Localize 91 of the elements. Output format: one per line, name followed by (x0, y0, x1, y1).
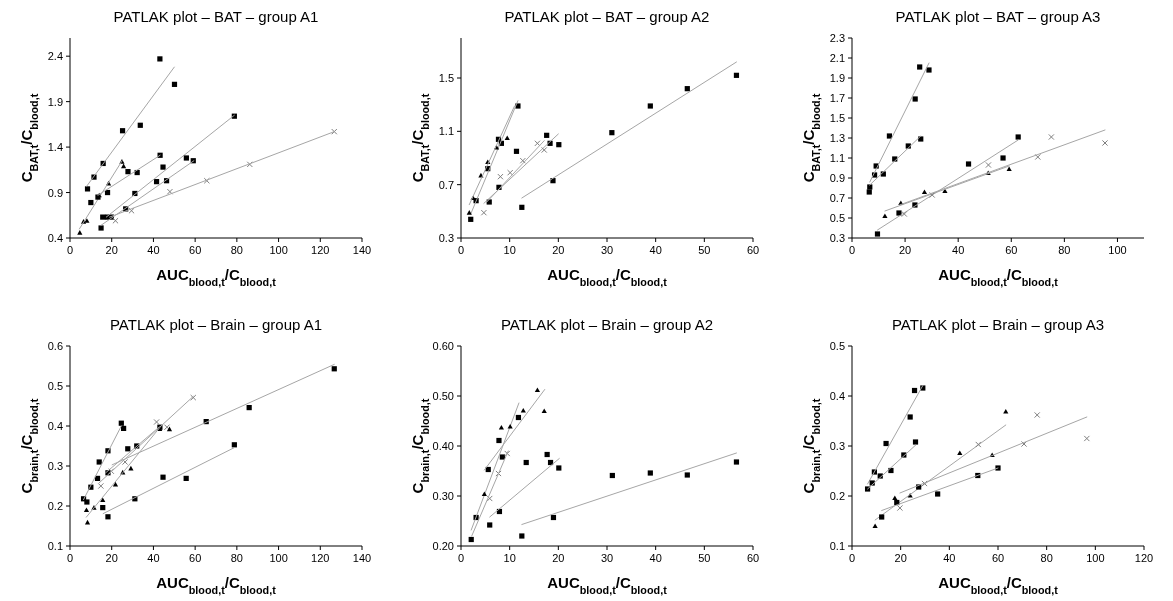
y-tick-label: 0.4 (47, 420, 63, 432)
x-axis-title: AUC$_{blood,t}$/C$_{blood,t}$ (156, 574, 277, 596)
y-tick-label: 0.4 (47, 232, 63, 244)
x-tick-label: 120 (311, 244, 330, 256)
x-tick-label: 60 (189, 552, 202, 564)
x-tick-label: 100 (269, 244, 288, 256)
x-tick-label: 60 (1005, 244, 1018, 256)
y-tick-label: 0.5 (47, 380, 63, 392)
x-tick-label: 20 (552, 244, 565, 256)
y-tick-label: 0.9 (47, 186, 63, 199)
y-tick-label: 0.3 (829, 232, 845, 244)
x-tick-label: 40 (147, 552, 160, 564)
y-tick-label: 0.3 (47, 460, 63, 472)
y-tick-label: 0.20 (432, 540, 454, 552)
chart-title: PATLAK plot – Brain – group A2 (500, 316, 714, 333)
y-tick-label: 1.1 (438, 125, 454, 138)
x-tick-label: 0 (457, 244, 465, 256)
y-tick-label: 0.7 (438, 178, 454, 191)
x-tick-label: 100 (1108, 244, 1127, 256)
y-tick-label: 0.1 (829, 540, 845, 552)
x-tick-label: 0 (848, 244, 856, 256)
x-tick-label: 30 (600, 244, 614, 256)
y-tick-label: 0.3 (438, 232, 454, 244)
chart-title: PATLAK plot – Brain – group A1 (109, 316, 323, 333)
x-tick-label: 0 (848, 552, 856, 564)
x-tick-label: 120 (311, 552, 330, 564)
x-tick-label: 50 (698, 244, 711, 256)
y-tick-label: 0.3 (829, 440, 845, 452)
chart-title: PATLAK plot – BAT – group A1 (113, 8, 319, 25)
x-tick-label: 10 (503, 244, 516, 256)
x-axis-title: AUC$_{blood,t}$/C$_{blood,t}$ (156, 266, 277, 288)
x-tick-label: 20 (105, 552, 118, 564)
y-tick-label: 0.5 (829, 340, 845, 352)
x-axis-title: AUC$_{blood,t}$/C$_{blood,t}$ (547, 266, 668, 288)
x-tick-label: 60 (991, 552, 1005, 564)
y-tick-label: 1.7 (829, 92, 845, 104)
x-tick-label: 10 (503, 552, 516, 564)
y-tick-label: 1.3 (829, 132, 845, 144)
x-tick-label: 50 (698, 552, 711, 564)
y-tick-label: 2.4 (47, 50, 63, 63)
x-axis-title: AUC$_{blood,t}$/C$_{blood,t}$ (938, 266, 1059, 288)
y-tick-label: 0.6 (47, 340, 63, 352)
y-tick-label: 0.2 (47, 500, 63, 512)
y-tick-label: 1.4 (47, 141, 63, 154)
y-tick-label: 1.5 (438, 72, 454, 84)
x-tick-label: 40 (952, 244, 965, 256)
y-tick-label: 0.50 (432, 390, 454, 402)
x-tick-label: 20 (552, 552, 565, 564)
x-tick-label: 80 (230, 552, 243, 564)
y-tick-label: 0.60 (432, 340, 454, 352)
chart-title: PATLAK plot – BAT – group A3 (895, 8, 1101, 25)
x-tick-label: 80 (1058, 244, 1071, 256)
y-tick-label: 0.5 (829, 212, 845, 224)
x-tick-label: 80 (1040, 552, 1053, 564)
chart-title: PATLAK plot – BAT – group A2 (504, 8, 710, 25)
x-tick-label: 60 (746, 244, 760, 256)
y-tick-label: 0.1 (47, 540, 63, 552)
y-tick-label: 0.7 (829, 192, 845, 204)
x-tick-label: 0 (457, 552, 465, 564)
x-tick-label: 40 (147, 244, 160, 256)
x-tick-label: 60 (189, 244, 202, 256)
y-tick-label: 1.9 (829, 72, 845, 84)
chart-title: PATLAK plot – Brain – group A3 (891, 316, 1105, 333)
x-tick-label: 40 (943, 552, 956, 564)
x-tick-label: 40 (649, 552, 662, 564)
x-tick-label: 100 (1086, 552, 1105, 564)
x-axis-title: AUC$_{blood,t}$/C$_{blood,t}$ (938, 574, 1059, 596)
y-tick-label: 2.1 (829, 52, 845, 64)
y-tick-label: 0.2 (829, 490, 845, 502)
x-tick-label: 40 (649, 244, 662, 256)
y-tick-label: 0.4 (829, 390, 845, 402)
x-tick-label: 140 (352, 244, 372, 256)
x-tick-label: 80 (230, 244, 243, 256)
x-tick-label: 0 (66, 244, 74, 256)
x-tick-label: 20 (105, 244, 118, 256)
x-tick-label: 100 (269, 552, 288, 564)
x-tick-label: 20 (898, 244, 912, 256)
y-tick-label: 1.9 (47, 95, 63, 108)
y-tick-label: 2.3 (829, 32, 845, 44)
x-tick-label: 120 (1134, 552, 1154, 564)
x-tick-label: 30 (600, 552, 614, 564)
y-tick-label: 0.30 (432, 490, 454, 502)
x-axis-title: AUC$_{blood,t}$/C$_{blood,t}$ (547, 574, 668, 596)
y-tick-label: 1.1 (829, 152, 845, 164)
x-tick-label: 140 (352, 552, 372, 564)
x-tick-label: 60 (746, 552, 760, 564)
y-tick-label: 0.40 (432, 440, 454, 452)
x-tick-label: 20 (894, 552, 907, 564)
y-tick-label: 1.5 (829, 112, 845, 124)
x-tick-label: 0 (66, 552, 74, 564)
y-tick-label: 0.9 (829, 172, 845, 184)
